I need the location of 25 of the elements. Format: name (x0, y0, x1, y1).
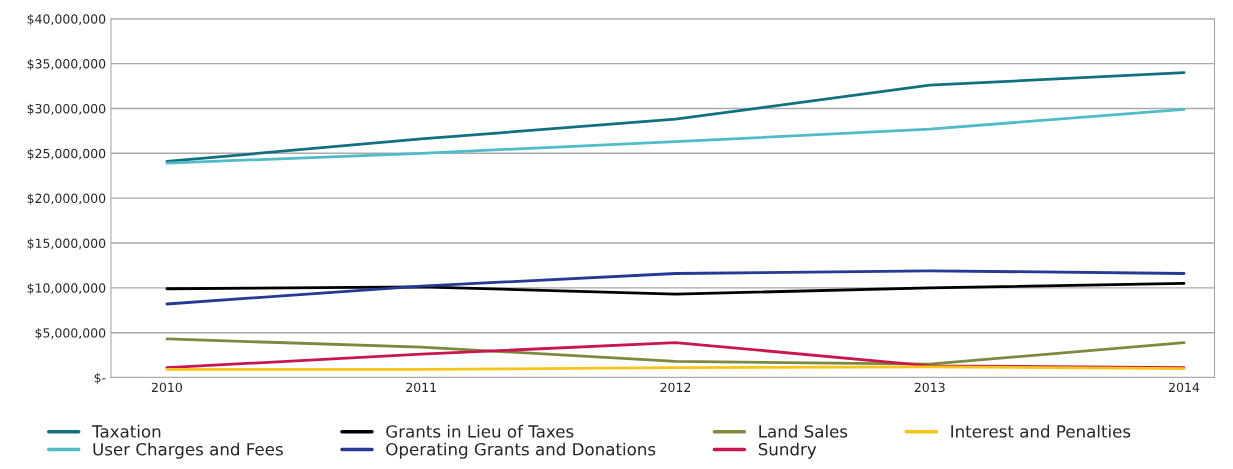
legend-label: User Charges and Fees (93, 442, 283, 459)
line-series (165, 269, 1186, 306)
x-tick-label: 2011 (406, 382, 436, 393)
x-tick-label: 2013 (914, 382, 945, 393)
line-series (165, 281, 1186, 296)
y-tick-label: $30,000,000 (27, 103, 106, 116)
line-series (165, 107, 1186, 165)
legend-label: Sundry (758, 442, 817, 459)
legend-label: Land Sales (759, 424, 848, 438)
y-tick-label: $10,000,000 (27, 283, 106, 295)
legend-label: Interest and Penalties (951, 424, 1131, 438)
x-tick-label: 2014 (1169, 382, 1200, 393)
y-tick-label: $5,000,000 (35, 327, 106, 340)
y-tick-label: $40,000,000 (27, 14, 106, 26)
y-tick-label: $15,000,000 (27, 238, 106, 250)
y-tick-label: $20,000,000 (27, 193, 106, 205)
legend-label: Grants in Lieu of Taxes (386, 424, 574, 438)
y-tick-label: $- (94, 372, 106, 385)
line-series (165, 71, 1186, 163)
legend-label: Taxation (92, 424, 161, 438)
y-tick-label: $25,000,000 (27, 148, 106, 160)
x-tick-label: 2010 (151, 382, 182, 393)
legend-label: Operating Grants and Donations (386, 442, 656, 459)
x-tick-label: 2012 (660, 382, 691, 393)
y-tick-label: $35,000,000 (27, 58, 106, 71)
